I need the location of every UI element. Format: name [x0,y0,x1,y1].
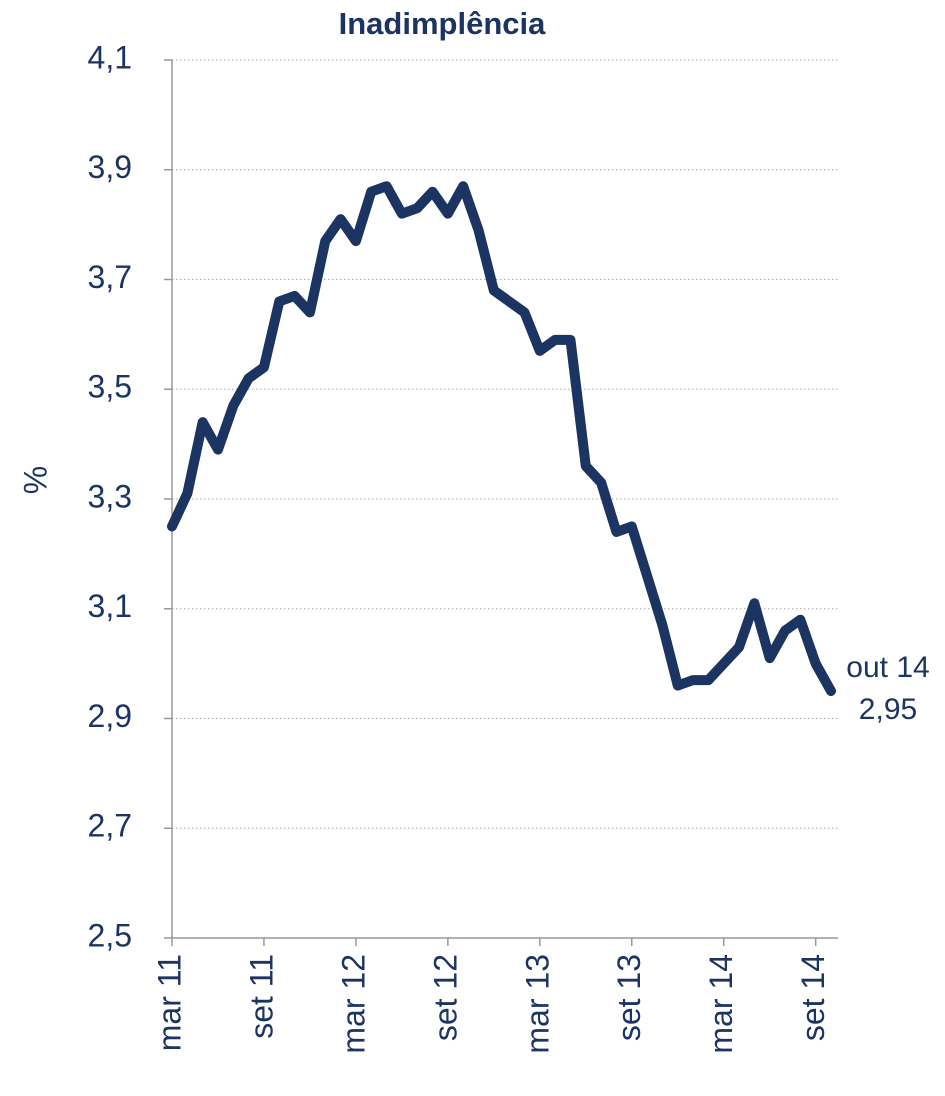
y-tick-label: 3,7 [88,259,132,295]
y-tick-label: 2,5 [88,917,132,953]
x-tick-label: set 13 [611,954,647,1041]
x-tick-label: mar 11 [151,954,187,1051]
x-tick-label: mar 14 [703,954,739,1054]
y-tick-label: 2,7 [88,808,132,844]
y-tick-label: 3,5 [88,369,132,405]
x-tick-label: set 14 [795,954,831,1041]
data-line [167,181,836,697]
y-axis-label: % [17,466,53,494]
y-tick-label: 3,1 [88,588,132,624]
x-tick-label: mar 12 [335,954,371,1054]
y-tick-label: 3,3 [88,478,132,514]
x-tick-label: set 12 [427,954,463,1041]
y-tick-label: 4,1 [88,39,132,75]
chart-title: Inadimplência [339,6,546,41]
y-tick-label: 2,9 [88,698,132,734]
annotation: 2,95 [859,693,917,726]
y-tick-label: 3,9 [88,149,132,185]
annotation: out 14 [846,651,929,684]
x-tick-label: set 11 [243,954,279,1039]
x-tick-label: mar 13 [519,954,555,1054]
